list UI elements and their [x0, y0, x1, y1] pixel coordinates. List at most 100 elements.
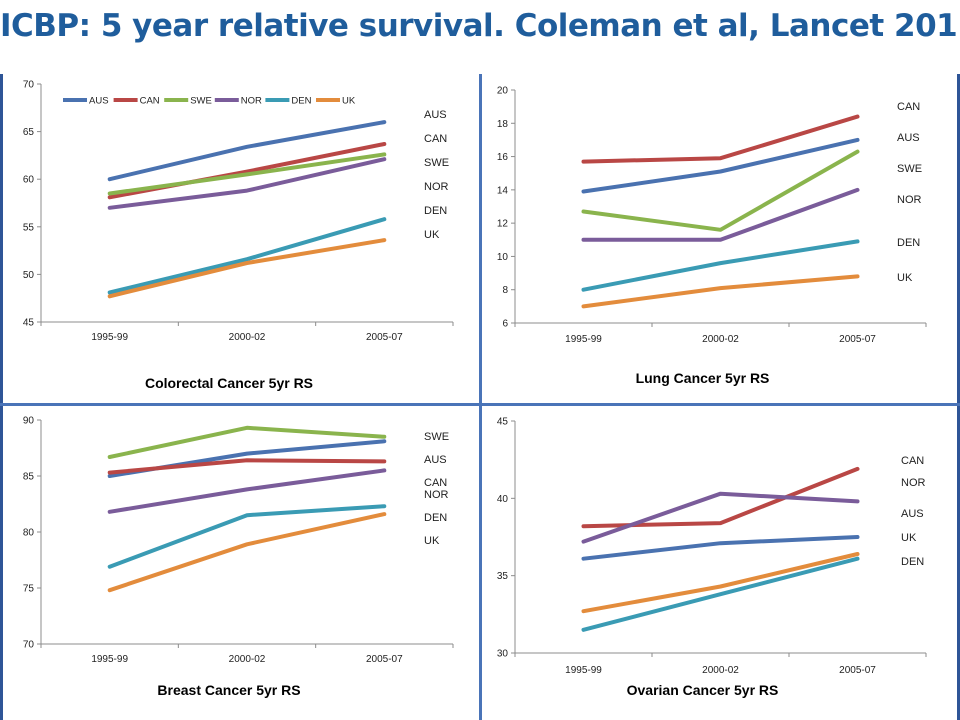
- frame-right: [957, 74, 960, 720]
- series-line-aus: [107, 120, 387, 182]
- ovarian-chart: 30 35 40 45 1995-99 2000-02 2005-07 CAN NOR AUS UK…: [482, 406, 957, 720]
- y-tick-label: 75: [23, 584, 35, 595]
- y-tick-label: 65: [23, 127, 35, 138]
- y-tick-label: 35: [497, 571, 509, 582]
- legend-label-nor: NOR: [241, 96, 262, 107]
- x-tick-label: 2000-02: [702, 665, 739, 676]
- y-tick-label: 50: [23, 270, 35, 281]
- series-line-aus: [581, 535, 860, 561]
- y-tick-label: 55: [23, 222, 35, 233]
- x-tick-label: 1995-99: [91, 654, 128, 665]
- lung-chart-svg: 6 8 10 12 14 16 18 20 1995-99 2000-02 2005-07 CAN AU…: [497, 86, 927, 386]
- end-label-uk: UK: [901, 532, 917, 544]
- end-label-nor: NOR: [424, 489, 449, 501]
- series-line-swe: [107, 152, 387, 196]
- series-line-swe: [107, 425, 387, 459]
- y-tick-label: 6: [502, 319, 508, 330]
- series-line-nor: [581, 491, 860, 544]
- end-label-can: CAN: [424, 477, 447, 489]
- frame-left: [0, 74, 3, 720]
- ovarian-chart-svg: 30 35 40 45 1995-99 2000-02 2005-07 CAN NOR AUS UK…: [497, 417, 927, 698]
- y-tick-label: 70: [23, 80, 35, 91]
- series-line-uk: [581, 274, 860, 309]
- y-tick-label: 90: [23, 416, 35, 427]
- series-line-uk: [107, 238, 387, 299]
- end-label-swe: SWE: [424, 157, 449, 169]
- x-tick-label: 1995-99: [91, 332, 128, 343]
- end-label-swe: SWE: [897, 163, 922, 175]
- end-label-can: CAN: [897, 101, 920, 113]
- x-tick-label: 2005-07: [839, 665, 876, 676]
- end-label-can: CAN: [901, 455, 924, 467]
- series-line-aus: [581, 137, 860, 194]
- end-label-den: DEN: [424, 512, 447, 524]
- x-tick-label: 2005-07: [366, 654, 403, 665]
- end-label-den: DEN: [424, 205, 447, 217]
- y-tick-label: 12: [497, 219, 509, 230]
- end-label-uk: UK: [897, 272, 913, 284]
- y-tick-label: 8: [502, 285, 508, 296]
- end-label-uk: UK: [424, 535, 440, 547]
- end-label-aus: AUS: [897, 132, 920, 144]
- y-tick-label: 30: [497, 649, 509, 660]
- end-label-aus: AUS: [901, 508, 924, 520]
- end-label-uk: UK: [424, 229, 440, 241]
- series-line-nor: [107, 468, 387, 514]
- legend-label-den: DEN: [291, 96, 311, 107]
- y-tick-label: 45: [497, 417, 509, 428]
- y-tick-label: 85: [23, 472, 35, 483]
- series-line-can: [107, 458, 387, 475]
- end-label-aus: AUS: [424, 109, 447, 121]
- legend-label-can: CAN: [140, 96, 160, 107]
- y-tick-label: 40: [497, 494, 509, 505]
- y-tick-label: 45: [23, 318, 35, 329]
- end-label-nor: NOR: [901, 477, 926, 489]
- series-line-nor: [107, 157, 387, 210]
- colorectal-chart-svg: 45 50 55 60 65 70 1995-99 2000-02 2005-07 AUS CAN S…: [23, 80, 454, 391]
- series-line-uk: [581, 552, 860, 614]
- chart-title: Ovarian Cancer 5yr RS: [627, 682, 779, 698]
- x-tick-label: 1995-99: [565, 334, 602, 345]
- end-label-can: CAN: [424, 133, 447, 145]
- chart-title: Colorectal Cancer 5yr RS: [145, 375, 313, 391]
- end-label-den: DEN: [901, 556, 924, 568]
- y-tick-label: 20: [497, 86, 509, 97]
- y-tick-label: 14: [497, 185, 509, 196]
- x-tick-label: 1995-99: [565, 665, 602, 676]
- slide-title: ICBP: 5 year relative survival. Coleman …: [0, 8, 960, 44]
- x-tick-label: 2005-07: [839, 334, 876, 345]
- series-line-nor: [581, 187, 860, 242]
- series-line-swe: [581, 149, 860, 232]
- y-tick-label: 16: [497, 152, 509, 163]
- end-label-swe: SWE: [424, 431, 449, 443]
- y-tick-label: 60: [23, 175, 35, 186]
- colorectal-chart: 45 50 55 60 65 70 1995-99 2000-02 2005-07 AUS CAN S…: [3, 74, 479, 403]
- breast-chart-svg: 70 75 80 85 90 1995-99 2000-02 2005-07 SWE AUS CAN…: [23, 416, 454, 698]
- x-tick-label: 2005-07: [366, 332, 403, 343]
- end-label-nor: NOR: [897, 194, 922, 206]
- series-line-den: [107, 217, 387, 295]
- y-tick-label: 70: [23, 640, 35, 651]
- legend-label-aus: AUS: [89, 96, 109, 107]
- series-line-can: [581, 114, 860, 164]
- series-line-den: [581, 556, 860, 632]
- chart-title: Breast Cancer 5yr RS: [157, 682, 300, 698]
- breast-chart: 70 75 80 85 90 1995-99 2000-02 2005-07 SWE AUS CAN…: [3, 406, 479, 720]
- series-line-den: [581, 239, 860, 292]
- end-label-den: DEN: [897, 237, 920, 249]
- horizontal-divider: [0, 403, 960, 406]
- y-tick-label: 10: [497, 252, 509, 263]
- y-tick-label: 80: [23, 528, 35, 539]
- x-tick-label: 2000-02: [229, 654, 266, 665]
- lung-chart: 6 8 10 12 14 16 18 20 1995-99 2000-02 2005-07 CAN AU…: [482, 74, 957, 403]
- series-line-uk: [107, 512, 387, 593]
- series-line-den: [107, 504, 387, 569]
- x-tick-label: 2000-02: [229, 332, 266, 343]
- legend-label-swe: SWE: [190, 96, 212, 107]
- legend-label-uk: UK: [342, 96, 356, 107]
- end-label-nor: NOR: [424, 181, 449, 193]
- end-label-aus: AUS: [424, 454, 447, 466]
- y-tick-label: 18: [497, 119, 509, 130]
- x-tick-label: 2000-02: [702, 334, 739, 345]
- vertical-divider: [479, 74, 482, 720]
